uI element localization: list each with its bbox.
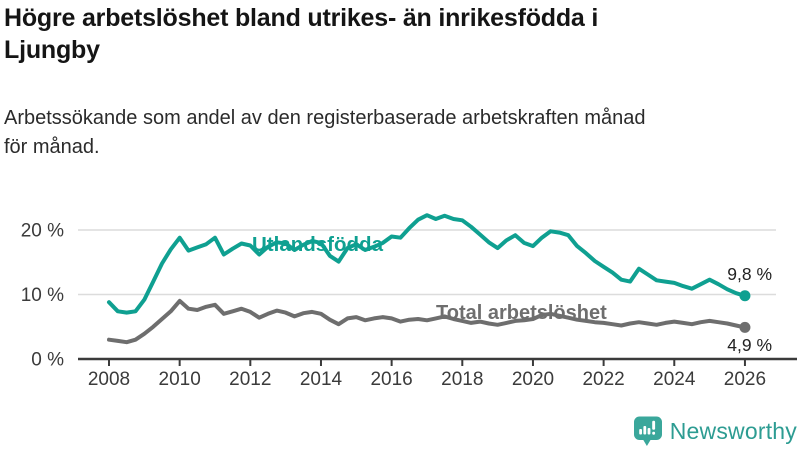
page-title: Högre arbetslöshet bland utrikes- än inr… bbox=[4, 2, 796, 66]
series-label-utlandsfödda: Utlandsfödda bbox=[252, 233, 384, 256]
x-tick-label-2024: 2024 bbox=[653, 369, 696, 390]
x-tick-label-2022: 2022 bbox=[582, 369, 624, 390]
title-line-2: Ljungby bbox=[4, 36, 100, 64]
x-tick-label-2014: 2014 bbox=[300, 369, 343, 390]
series-line-total-arbetslöshet bbox=[107, 298, 747, 345]
subtitle-line-2: för månad. bbox=[4, 136, 100, 158]
series-end-dot-0 bbox=[739, 290, 751, 302]
newsworthy-logo-text: Newsworthy bbox=[669, 417, 797, 444]
x-tick-label-2008: 2008 bbox=[88, 369, 130, 390]
y-tick-label-10: 10 % bbox=[21, 285, 64, 306]
chart-subtitle: Arbetssökande som andel av den registerb… bbox=[4, 104, 796, 162]
subtitle-line-1: Arbetssökande som andel av den registerb… bbox=[4, 107, 646, 129]
series-end-value-label-0: 9,8 % bbox=[727, 264, 772, 284]
title-line-1: Högre arbetslöshet bland utrikes- än inr… bbox=[4, 4, 599, 32]
x-tick-label-2016: 2016 bbox=[370, 369, 412, 390]
series-line-utlandsfödda bbox=[107, 213, 747, 315]
y-tick-label-0: 0 % bbox=[31, 350, 64, 371]
x-tick-label-2026: 2026 bbox=[724, 369, 766, 390]
x-tick-label-2012: 2012 bbox=[229, 369, 271, 390]
series-label-total-arbetslöshet: Total arbetslöshet bbox=[436, 302, 607, 324]
x-tick-label-2018: 2018 bbox=[441, 369, 483, 390]
x-tick-label-2010: 2010 bbox=[159, 369, 201, 390]
x-tick-label-2020: 2020 bbox=[512, 369, 554, 390]
newsworthy-bubble-chart-icon bbox=[633, 416, 662, 446]
newsworthy-logo[interactable]: Newsworthy bbox=[633, 414, 797, 448]
unemployment-line-chart: 0 % 10 % 20 % 2008 2010 2012 2014 2016 2018 2020 2… bbox=[21, 213, 797, 390]
y-tick-label-20: 20 % bbox=[21, 221, 64, 242]
series-end-value-label-1: 4,9 % bbox=[727, 335, 772, 355]
series-end-dot-1 bbox=[739, 321, 751, 333]
